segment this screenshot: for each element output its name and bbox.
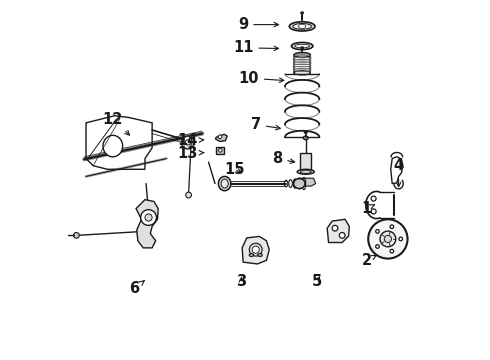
Circle shape bbox=[384, 235, 392, 243]
Ellipse shape bbox=[303, 136, 308, 140]
Ellipse shape bbox=[293, 23, 312, 29]
Circle shape bbox=[368, 219, 408, 258]
Text: 7: 7 bbox=[251, 117, 280, 132]
Circle shape bbox=[141, 210, 156, 225]
Polygon shape bbox=[242, 237, 270, 264]
Polygon shape bbox=[327, 219, 349, 243]
Text: 4: 4 bbox=[393, 158, 404, 187]
Text: 14: 14 bbox=[178, 133, 204, 148]
Ellipse shape bbox=[294, 71, 310, 75]
Circle shape bbox=[371, 209, 376, 214]
Circle shape bbox=[390, 249, 393, 253]
Text: 10: 10 bbox=[238, 71, 284, 86]
Circle shape bbox=[219, 149, 222, 152]
Ellipse shape bbox=[298, 24, 306, 28]
Circle shape bbox=[376, 245, 379, 248]
Circle shape bbox=[390, 225, 393, 229]
Ellipse shape bbox=[190, 135, 193, 138]
Ellipse shape bbox=[258, 253, 262, 256]
Text: 8: 8 bbox=[272, 151, 294, 166]
Polygon shape bbox=[136, 200, 158, 248]
Ellipse shape bbox=[294, 44, 310, 48]
Ellipse shape bbox=[249, 253, 253, 256]
Circle shape bbox=[399, 237, 403, 241]
Ellipse shape bbox=[304, 132, 307, 134]
Text: 2: 2 bbox=[362, 253, 377, 268]
Bar bbox=[217, 148, 224, 154]
Circle shape bbox=[218, 135, 222, 139]
Ellipse shape bbox=[300, 170, 311, 174]
Text: 5: 5 bbox=[311, 274, 321, 289]
Text: 13: 13 bbox=[178, 146, 204, 161]
Ellipse shape bbox=[301, 47, 303, 49]
Circle shape bbox=[181, 136, 194, 149]
Text: 6: 6 bbox=[129, 280, 145, 296]
Text: 11: 11 bbox=[233, 40, 278, 55]
Circle shape bbox=[371, 196, 376, 201]
Ellipse shape bbox=[219, 176, 231, 191]
Ellipse shape bbox=[294, 179, 305, 189]
Ellipse shape bbox=[103, 135, 122, 157]
Bar bbox=[300, 153, 312, 171]
Text: 9: 9 bbox=[238, 17, 278, 32]
Circle shape bbox=[252, 246, 259, 253]
Text: 1: 1 bbox=[361, 201, 374, 216]
Circle shape bbox=[380, 231, 396, 247]
Polygon shape bbox=[296, 178, 316, 186]
Text: 12: 12 bbox=[102, 112, 129, 135]
Text: 3: 3 bbox=[236, 274, 246, 289]
Circle shape bbox=[376, 230, 379, 233]
Ellipse shape bbox=[289, 22, 315, 31]
Text: 15: 15 bbox=[224, 162, 245, 177]
Polygon shape bbox=[215, 134, 227, 141]
Circle shape bbox=[339, 233, 345, 238]
Ellipse shape bbox=[300, 12, 304, 14]
Ellipse shape bbox=[297, 169, 314, 174]
Circle shape bbox=[249, 243, 262, 256]
Ellipse shape bbox=[294, 53, 310, 58]
Circle shape bbox=[332, 225, 338, 231]
Circle shape bbox=[185, 140, 190, 145]
Ellipse shape bbox=[292, 42, 313, 50]
Ellipse shape bbox=[221, 179, 228, 188]
Circle shape bbox=[74, 233, 79, 238]
Circle shape bbox=[186, 192, 192, 198]
Circle shape bbox=[145, 214, 152, 221]
